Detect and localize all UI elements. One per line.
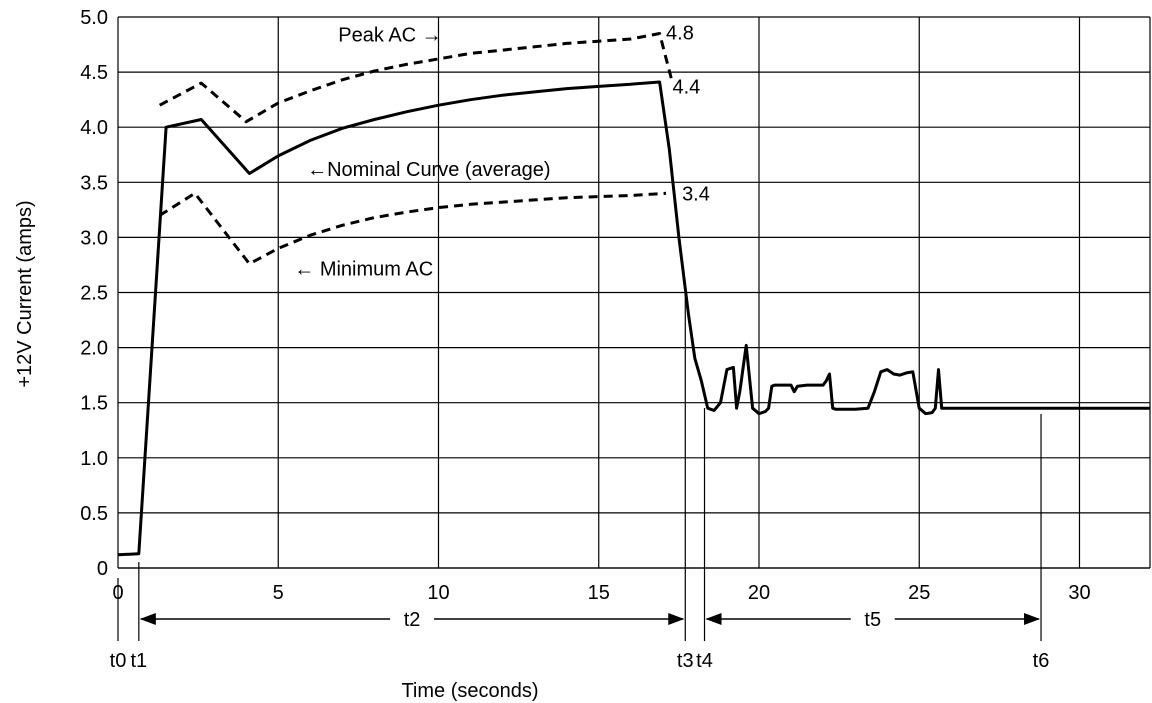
series-line-nominal-curve-average: [117, 80, 1150, 557]
y-tick-label: 1.5: [80, 393, 108, 415]
x-tick-label: 15: [588, 582, 610, 604]
series-layer: [117, 32, 1150, 557]
marker-label-t4: t4: [696, 650, 713, 672]
annotation-label: ← Minimum AC: [294, 258, 433, 280]
x-tick-label: 30: [1068, 582, 1090, 604]
interval-arrowhead-t5: [1024, 613, 1041, 625]
annotations: Peak AC → 4.8 4.4 ←Nominal Curve (average) 3…: [294, 22, 710, 280]
y-tick-label: 0.5: [80, 503, 108, 525]
interval-label-t5: t5: [864, 609, 881, 631]
annotation-label: Peak AC →: [338, 25, 441, 47]
y-tick-label: 3.0: [80, 227, 108, 249]
grid: [117, 16, 1151, 569]
y-tick-label: 1.0: [80, 448, 108, 470]
x-tick-label: 5: [273, 582, 284, 604]
annotation-label: 4.8: [666, 22, 694, 44]
x-axis-title: Time (seconds): [401, 680, 538, 702]
y-axis-title: +12V Current (amps): [14, 200, 36, 387]
marker-label-t1: t1: [130, 650, 147, 672]
tick-labels: 00.51.01.52.02.53.03.54.04.55.00 5 10 15 20 2…: [80, 7, 1090, 604]
marker-label-t6: t6: [1033, 650, 1050, 672]
interval-arrowhead-t5: [705, 613, 722, 625]
annotation-label: 4.4: [672, 76, 700, 98]
y-tick-label: 3.5: [80, 172, 108, 194]
y-tick-label: 2.0: [80, 338, 108, 360]
interval-arrowhead-t2: [668, 613, 685, 625]
x-tick-label: 25: [908, 582, 930, 604]
y-tick-label: 0: [97, 558, 108, 580]
interval-arrowhead-t2: [139, 613, 156, 625]
y-tick-label: 4.5: [80, 62, 108, 84]
y-tick-label: 4.0: [80, 117, 108, 139]
marker-label-t3: t3: [677, 650, 694, 672]
series-line-minimum-ac: [158, 191, 667, 266]
annotation-label: 3.4: [682, 183, 710, 205]
series-line-peak-ac: [158, 32, 674, 124]
marker-label-t0: t0: [110, 650, 127, 672]
x-tick-label: 10: [427, 582, 449, 604]
x-tick-label: 20: [748, 582, 770, 604]
y-tick-label: 5.0: [80, 7, 108, 29]
y-tick-label: 2.5: [80, 283, 108, 305]
time-markers: t0 t1 t3 t4 t6 t2 t5: [110, 282, 1050, 672]
interval-label-t2: t2: [404, 609, 421, 631]
annotation-label: ←Nominal Curve (average): [307, 159, 550, 181]
